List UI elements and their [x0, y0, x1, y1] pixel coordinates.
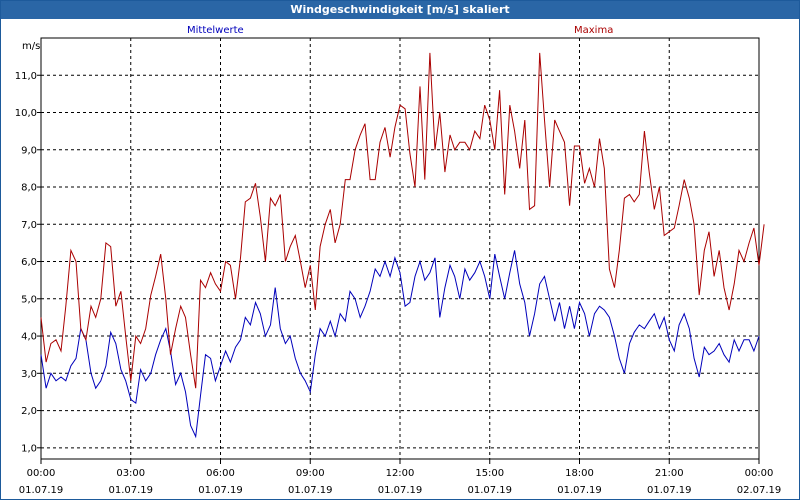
series-line-maxima	[40, 52, 765, 389]
y-tick-label: 6,0	[21, 257, 37, 268]
legend-mittelwerte: Mittelwerte	[187, 25, 244, 36]
y-axis-unit: m/s	[22, 41, 41, 52]
x-tick-time: 21:00	[655, 468, 684, 479]
plot-frame	[40, 37, 760, 460]
y-tick-label: 3,0	[21, 369, 37, 380]
series-line-mittelwerte	[40, 250, 760, 439]
legend-maxima: Maxima	[574, 25, 614, 36]
x-tick-time: 03:00	[116, 468, 145, 479]
x-tick-date: 01.07.19	[467, 485, 512, 496]
x-tick-time: 15:00	[475, 468, 504, 479]
y-tick-label: 4,0	[21, 332, 37, 343]
grid-lines	[41, 38, 759, 459]
y-tick-labels: 1,0 2,0 3,0 4,0 5,0 6,0 7,0 8,0 9,0 10,0 11,0	[15, 71, 37, 455]
x-tick-date: 01.07.19	[19, 485, 64, 496]
y-tick-label: 11,0	[15, 71, 37, 82]
x-tick-date: 01.07.19	[557, 485, 602, 496]
x-tick-time: 09:00	[296, 468, 325, 479]
x-tick-time: 18:00	[565, 468, 594, 479]
axes	[37, 37, 760, 464]
series-lines	[40, 52, 765, 439]
y-tick-label: 2,0	[21, 406, 37, 417]
window-title: Windgeschwindigkeit [m/s] skaliert	[1, 1, 799, 19]
x-tick-date: 01.07.19	[108, 485, 153, 496]
y-tick-label: 9,0	[21, 145, 37, 156]
x-tick-time: 12:00	[386, 468, 415, 479]
x-tick-date: 01.07.19	[198, 485, 243, 496]
y-tick-label: 5,0	[21, 294, 37, 305]
y-tick-label: 1,0	[21, 443, 37, 454]
x-tick-date: 01.07.19	[288, 485, 333, 496]
x-tick-labels: 00:00 01.07.19 03:00 01.07.19 06:00 01.07.19 0…	[19, 468, 782, 496]
x-tick-date: 01.07.19	[378, 485, 423, 496]
x-tick-date: 01.07.19	[647, 485, 692, 496]
x-tick-time: 06:00	[206, 468, 235, 479]
y-tick-label: 7,0	[21, 220, 37, 231]
y-tick-label: 8,0	[21, 183, 37, 194]
x-tick-time: 00:00	[745, 468, 774, 479]
y-tick-label: 10,0	[15, 108, 37, 119]
x-tick-time: 00:00	[27, 468, 56, 479]
x-tick-date: 02.07.19	[737, 485, 782, 496]
